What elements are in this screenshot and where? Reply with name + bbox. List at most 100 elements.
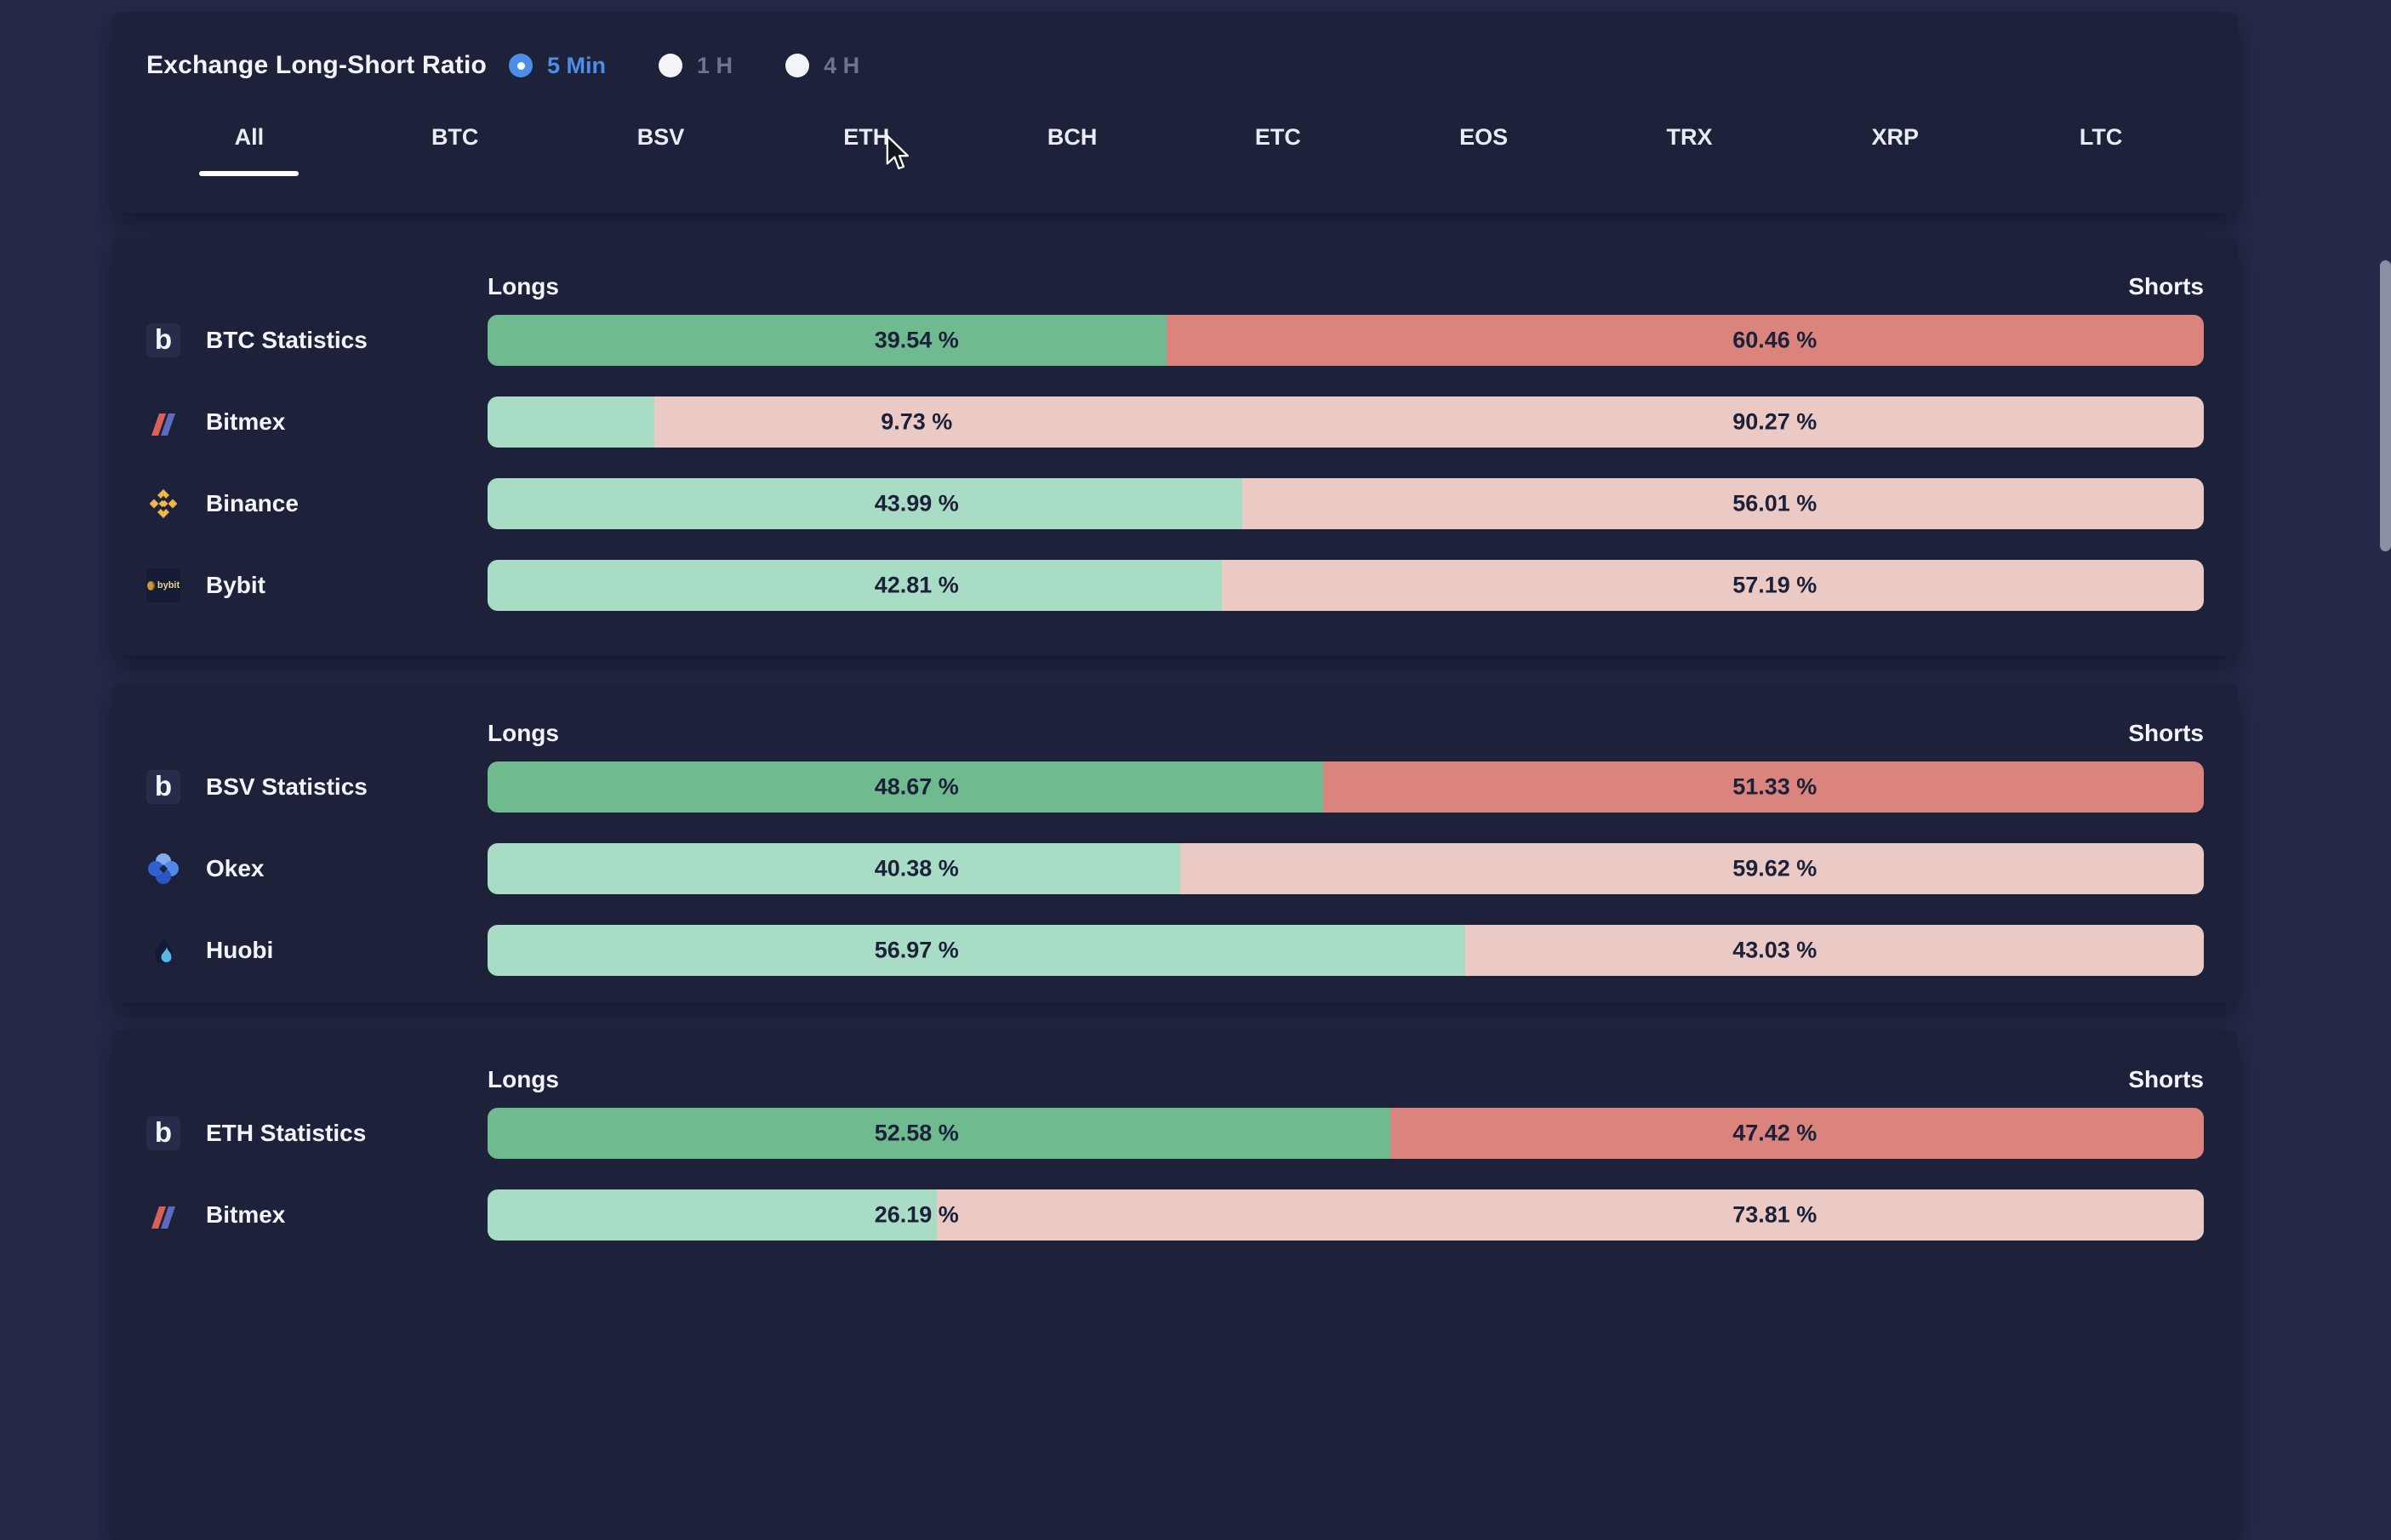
exchange-row: Huobi 56.97 % 43.03 %: [146, 925, 2204, 976]
tab-label: BTC: [431, 124, 479, 150]
shorts-segment: [1322, 761, 2204, 813]
longs-percent-label: 52.58 %: [874, 1120, 959, 1146]
tab-label: XRP: [1871, 124, 1920, 150]
shorts-segment: [1242, 478, 2204, 529]
interval-option-4-h[interactable]: 4 H: [785, 53, 859, 79]
tab-xrp[interactable]: XRP: [1792, 112, 1998, 176]
exchange-row: b ETH Statistics 52.58 % 47.42 %: [146, 1108, 2204, 1159]
tab-etc[interactable]: ETC: [1175, 112, 1381, 176]
shorts-column-header: Shorts: [2128, 273, 2204, 299]
radio-dot-icon: [516, 61, 525, 70]
longs-segment: [488, 396, 655, 448]
bybt-icon: b: [146, 770, 180, 804]
row-label: BTC Statistics: [206, 327, 368, 353]
longs-percent-label: 42.81 %: [874, 572, 959, 598]
interval-option-5-min[interactable]: 5 Min: [509, 53, 606, 79]
longs-segment: [488, 478, 1243, 529]
shorts-segment: [1465, 925, 2204, 976]
shorts-column-header: Shorts: [2128, 720, 2204, 746]
longs-column-header: Longs: [488, 720, 559, 746]
row-identity: b BSV Statistics: [146, 770, 488, 804]
exchange-rows: b BTC Statistics 39.54 % 60.46 % Bitmex …: [146, 315, 2204, 611]
shorts-percent-label: 90.27 %: [1732, 408, 1818, 435]
interval-radio-group: 5 Min 1 H 4 H: [509, 53, 859, 79]
longs-segment: [488, 925, 1466, 976]
row-label: Binance: [206, 490, 299, 516]
shorts-percent-label: 56.01 %: [1732, 490, 1818, 516]
row-identity: b ETH Statistics: [146, 1116, 488, 1150]
longs-percent-label: 56.97 %: [874, 937, 959, 963]
coin-tab-bar: All BTC BSV ETH BCH ETC EOS TRX XRP LTC: [146, 112, 2204, 176]
stats-card: Longs Shorts b BSV Statistics 48.67 % 51…: [112, 683, 2238, 1003]
tab-eth[interactable]: ETH: [763, 112, 969, 176]
stats-card: Longs Shorts b BTC Statistics 39.54 % 60…: [112, 237, 2238, 655]
shorts-percent-label: 43.03 %: [1732, 937, 1818, 963]
shorts-percent-label: 73.81 %: [1732, 1201, 1818, 1228]
bar-column-headers: Longs Shorts: [488, 1065, 2204, 1094]
header-card: Exchange Long-Short Ratio 5 Min 1 H 4 H …: [112, 12, 2238, 213]
shorts-segment: [937, 1189, 2204, 1241]
tab-label: LTC: [2079, 124, 2123, 150]
interval-option-1-h[interactable]: 1 H: [659, 53, 733, 79]
exchange-row: bybit Bybit 42.81 % 57.19 %: [146, 560, 2204, 611]
longs-segment: [488, 843, 1181, 894]
card-body: Longs Shorts b ETH Statistics 52.58 % 47…: [112, 1030, 2238, 1241]
huobi-icon: [146, 933, 180, 967]
row-label: Bitmex: [206, 1201, 286, 1228]
tab-label: TRX: [1666, 124, 1713, 150]
tab-all[interactable]: All: [146, 112, 352, 176]
tab-trx[interactable]: TRX: [1587, 112, 1793, 176]
tab-bch[interactable]: BCH: [969, 112, 1175, 176]
long-short-bar: 56.97 % 43.03 %: [488, 925, 2204, 976]
tab-eos[interactable]: EOS: [1381, 112, 1587, 176]
row-identity: Huobi: [146, 933, 488, 967]
longs-percent-label: 26.19 %: [874, 1201, 959, 1228]
exchange-rows: b ETH Statistics 52.58 % 47.42 % Bitmex …: [146, 1108, 2204, 1241]
long-short-bar: 48.67 % 51.33 %: [488, 761, 2204, 813]
radio-label: 1 H: [697, 52, 733, 78]
shorts-segment: [654, 396, 2204, 448]
page-title: Exchange Long-Short Ratio: [146, 51, 488, 79]
exchange-row: b BTC Statistics 39.54 % 60.46 %: [146, 315, 2204, 366]
shorts-percent-label: 51.33 %: [1732, 773, 1818, 800]
tab-btc[interactable]: BTC: [352, 112, 558, 176]
row-label: Okex: [206, 855, 265, 881]
tab-bsv[interactable]: BSV: [558, 112, 764, 176]
row-identity: Bitmex: [146, 1198, 488, 1232]
longs-column-header: Longs: [488, 273, 559, 299]
tab-ltc[interactable]: LTC: [1998, 112, 2204, 176]
exchange-row: Binance 43.99 % 56.01 %: [146, 478, 2204, 529]
scrollbar-thumb[interactable]: [2380, 260, 2391, 551]
radio-label: 4 H: [824, 52, 860, 78]
shorts-percent-label: 57.19 %: [1732, 572, 1818, 598]
bitmex-icon: [146, 1198, 180, 1232]
radio-label: 5 Min: [547, 52, 607, 78]
shorts-percent-label: 60.46 %: [1732, 327, 1818, 353]
longs-percent-label: 43.99 %: [874, 490, 959, 516]
exchange-row: b BSV Statistics 48.67 % 51.33 %: [146, 761, 2204, 813]
long-short-bar: 52.58 % 47.42 %: [488, 1108, 2204, 1159]
bybit-icon: bybit: [146, 568, 180, 602]
bybt-icon: b: [146, 323, 180, 357]
exchange-row: Okex 40.38 % 59.62 %: [146, 843, 2204, 894]
bybt-icon: b: [146, 1116, 180, 1150]
longs-percent-label: 48.67 %: [874, 773, 959, 800]
exchange-row: Bitmex 9.73 % 90.27 %: [146, 396, 2204, 448]
bar-column-headers: Longs Shorts: [488, 719, 2204, 748]
row-identity: b BTC Statistics: [146, 323, 488, 357]
row-identity: Bitmex: [146, 405, 488, 439]
binance-icon: [146, 487, 180, 521]
row-label: BSV Statistics: [206, 773, 368, 800]
radio-icon: [785, 54, 810, 77]
longs-percent-label: 9.73 %: [881, 408, 953, 435]
active-tab-underline: [199, 171, 300, 176]
longs-segment: [488, 1189, 938, 1241]
long-short-bar: 26.19 % 73.81 %: [488, 1189, 2204, 1241]
bitmex-icon: [146, 405, 180, 439]
row-label: Bitmex: [206, 408, 286, 435]
row-identity: bybit Bybit: [146, 568, 488, 602]
tab-label: ETH: [843, 124, 890, 150]
row-label: Bybit: [206, 572, 265, 598]
radio-icon: [659, 54, 683, 77]
longs-segment: [488, 315, 1167, 366]
